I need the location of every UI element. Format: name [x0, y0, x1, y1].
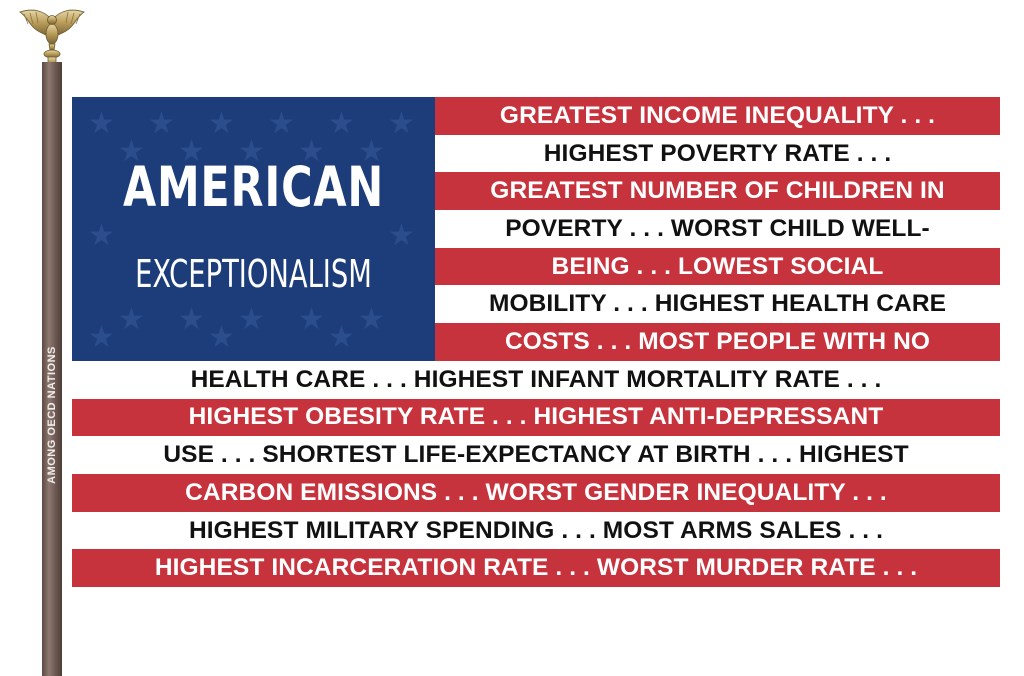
eagle-finial-icon — [19, 9, 85, 68]
star-icon: ★ — [268, 107, 295, 140]
flag-stripe-10: USE . . . SHORTEST LIFE-EXPECTANCY AT BI… — [72, 436, 1000, 474]
flag-stripe-5: BEING . . . LOWEST SOCIAL — [435, 247, 1000, 286]
pole-caption: AMONG OECD NATIONS — [46, 346, 58, 484]
star-icon: ★ — [238, 303, 265, 336]
flag-stripe-6: MOBILITY . . . HIGHEST HEALTH CARE — [435, 285, 1000, 324]
star-icon: ★ — [88, 107, 115, 140]
flag-stripe-12: HIGHEST MILITARY SPENDING . . . MOST ARM… — [72, 511, 1000, 550]
star-icon: ★ — [388, 219, 415, 252]
star-icon: ★ — [298, 303, 325, 336]
star-icon: ★ — [178, 135, 205, 168]
flag-stripe-7: COSTS . . . MOST PEOPLE WITH NO — [435, 323, 1000, 361]
star-icon: ★ — [388, 107, 415, 140]
pole-caption-container: AMONG OECD NATIONS — [42, 320, 62, 510]
flag: GREATEST INCOME INEQUALITY . . . HIGHEST… — [72, 97, 1000, 588]
flag-stripe-3: GREATEST NUMBER OF CHILDREN IN — [435, 172, 1000, 211]
star-icon: ★ — [328, 321, 355, 354]
flag-canton: ★ ★ ★ ★ ★ ★ ★ ★ ★ ★ ★ ★ ★ ★ ★ ★ ★ ★ ★ ★ … — [72, 97, 435, 361]
star-icon: ★ — [178, 303, 205, 336]
flag-pole — [42, 62, 62, 676]
star-icon: ★ — [118, 303, 145, 336]
star-icon: ★ — [208, 107, 235, 140]
star-icon: ★ — [208, 321, 235, 354]
flag-stripe-13: HIGHEST INCARCERATION RATE . . . WORST M… — [72, 549, 1000, 588]
flag-stripe-11: CARBON EMISSIONS . . . WORST GENDER INEQ… — [72, 474, 1000, 512]
canton-title: AMERICAN — [122, 155, 385, 219]
star-icon: ★ — [238, 135, 265, 168]
flag-stripe-1: GREATEST INCOME INEQUALITY . . . — [435, 97, 1000, 135]
star-icon: ★ — [358, 303, 385, 336]
flag-stripe-4: POVERTY . . . WORST CHILD WELL- — [435, 210, 1000, 248]
star-icon: ★ — [358, 135, 385, 168]
star-icon: ★ — [148, 107, 175, 140]
star-icon: ★ — [298, 135, 325, 168]
star-icon: ★ — [88, 219, 115, 252]
star-icon: ★ — [328, 107, 355, 140]
flag-stripe-2: HIGHEST POVERTY RATE . . . — [435, 134, 1000, 173]
star-icon: ★ — [88, 321, 115, 354]
flag-stripe-9: HIGHEST OBESITY RATE . . . HIGHEST ANTI-… — [72, 398, 1000, 437]
flag-stripe-8: HEALTH CARE . . . HIGHEST INFANT MORTALI… — [72, 360, 1000, 399]
canton-subtitle: EXCEPTIONALISM — [135, 252, 372, 296]
star-icon: ★ — [118, 135, 145, 168]
